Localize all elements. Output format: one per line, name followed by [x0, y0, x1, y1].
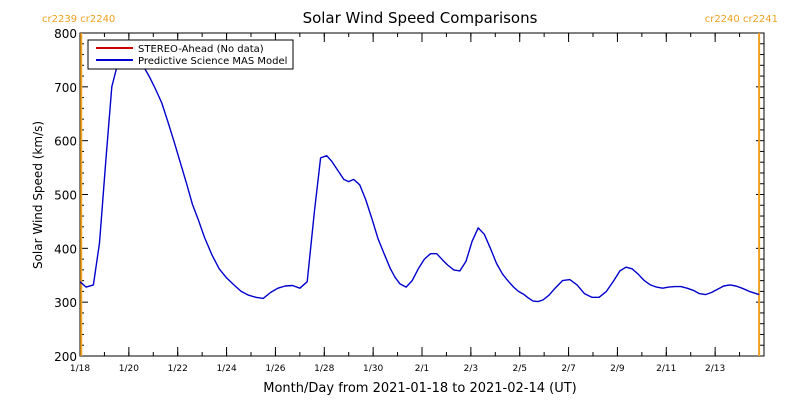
x-tick-label: 2/5 — [512, 364, 526, 374]
x-tick-label: 1/26 — [265, 364, 285, 374]
x-tick-label: 2/7 — [561, 364, 575, 374]
y-axis-label: Solar Wind Speed (km/s) — [31, 121, 45, 269]
ticks-layer: 200 300 400 500 600 700 800 1/18 1/20 1/22 1/24 1/2… — [54, 27, 765, 374]
series-layer — [79, 58, 760, 303]
series-line-mas-model — [79, 58, 760, 303]
y-tick-label: 300 — [54, 296, 77, 310]
legend-label-stereo: STEREO-Ahead (No data) — [138, 44, 264, 55]
x-tick-label: 1/30 — [363, 364, 383, 374]
x-tick-label: 1/20 — [119, 364, 139, 374]
carrington-markers: cr2239 cr2240 cr2240 cr2241 — [42, 14, 778, 356]
x-tick-label: 1/28 — [314, 364, 334, 374]
y-tick-label: 500 — [54, 189, 77, 203]
x-axis-label: Month/Day from 2021-01-18 to 2021-02-14 … — [263, 381, 576, 396]
x-tick-label: 1/22 — [168, 364, 188, 374]
y-tick-label: 400 — [54, 242, 77, 256]
x-tick-label: 1/18 — [70, 364, 90, 374]
legend: STEREO-Ahead (No data) Predictive Scienc… — [87, 39, 294, 70]
legend-label-model: Predictive Science MAS Model — [138, 56, 287, 67]
y-tick-label: 700 — [54, 81, 77, 95]
y-tick-label: 800 — [54, 27, 77, 41]
x-tick-label: 2/1 — [415, 364, 429, 374]
plot-frame — [79, 32, 765, 357]
x-tick-label: 2/3 — [464, 364, 478, 374]
chart-title: Solar Wind Speed Comparisons — [303, 9, 538, 27]
x-tick-label: 2/11 — [656, 364, 676, 374]
y-tick-label: 200 — [54, 350, 77, 364]
carrington-marker-label: cr2240 cr2241 — [705, 14, 778, 25]
legend-box — [87, 39, 294, 70]
y-tick-label: 600 — [54, 135, 77, 149]
x-tick-label: 2/13 — [705, 364, 725, 374]
carrington-marker-label: cr2239 cr2240 — [42, 14, 115, 25]
x-tick-label: 1/24 — [216, 364, 236, 374]
x-tick-label: 2/9 — [610, 364, 625, 374]
